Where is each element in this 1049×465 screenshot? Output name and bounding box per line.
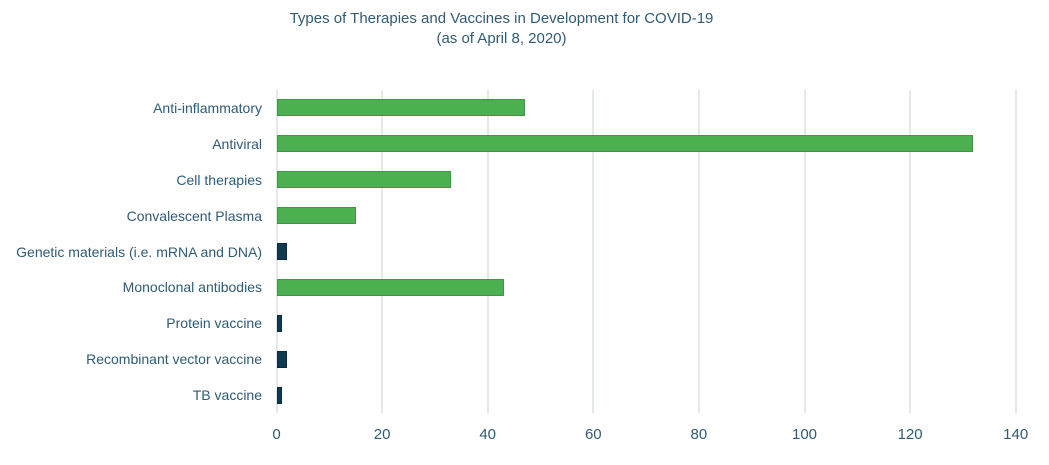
category-label-convalescent-plasma: Convalescent Plasma	[126, 207, 262, 224]
chart-title-line1: Types of Therapies and Vaccines in Devel…	[289, 10, 714, 27]
bar-tb-vaccine	[276, 386, 282, 404]
category-label-antiviral: Antiviral	[212, 135, 262, 152]
gridline-x-120	[909, 90, 912, 413]
category-label-anti-inflammatory: Anti-inflammatory	[153, 99, 262, 116]
x-tick-label-0: 0	[272, 426, 281, 443]
category-label-monoclonal-antibodies: Monoclonal antibodies	[122, 279, 262, 296]
bar-monoclonal-antibodies	[276, 278, 504, 296]
bar-protein-vaccine	[276, 314, 282, 332]
category-label-cell-therapies: Cell therapies	[176, 171, 262, 188]
gridline-x-40	[486, 90, 489, 413]
x-tick-label-100: 100	[791, 426, 818, 443]
gridline-x-140	[1014, 90, 1017, 413]
bar-convalescent-plasma	[276, 207, 356, 225]
category-label-tb-vaccine: TB vaccine	[192, 387, 262, 404]
x-tick-label-20: 20	[373, 426, 391, 443]
category-label-recombinant-vector-vaccine: Recombinant vector vaccine	[86, 351, 262, 368]
category-label-genetic-materials-i-e-mrna-and-dna: Genetic materials (i.e. mRNA and DNA)	[16, 243, 262, 260]
bar-recombinant-vector-vaccine	[276, 350, 288, 368]
bar-antiviral	[276, 135, 974, 153]
chart-title-line2: (as of April 8, 2020)	[436, 30, 567, 47]
x-tick-label-120: 120	[897, 426, 923, 443]
x-tick-label-60: 60	[584, 426, 602, 443]
bar-anti-inflammatory	[276, 99, 525, 117]
x-tick-label-40: 40	[479, 426, 497, 443]
gridline-x-60	[592, 90, 595, 413]
bar-genetic-materials-i-e-mrna-and-dna	[276, 243, 288, 260]
category-label-protein-vaccine: Protein vaccine	[166, 315, 262, 332]
x-tick-label-140: 140	[1003, 426, 1029, 443]
x-tick-label-80: 80	[690, 426, 708, 443]
bar-cell-therapies	[276, 171, 451, 189]
chart-title: Types of Therapies and Vaccines in Devel…	[0, 9, 1003, 49]
gridline-x-80	[697, 90, 700, 413]
gridline-x-100	[803, 90, 806, 413]
gridline-x-20	[381, 90, 384, 413]
